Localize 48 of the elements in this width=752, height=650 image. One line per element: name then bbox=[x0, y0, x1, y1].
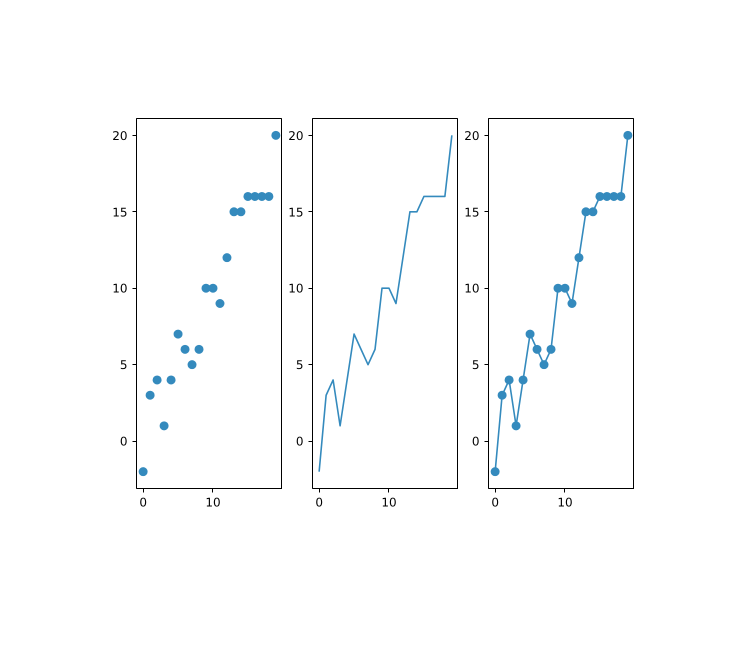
y-tick-label: 10 bbox=[288, 282, 304, 296]
y-tick-label: 15 bbox=[112, 205, 128, 220]
point bbox=[623, 130, 632, 140]
point bbox=[504, 375, 514, 384]
x-tick-label: 0 bbox=[139, 496, 147, 510]
point bbox=[512, 421, 521, 430]
x-tick-label: 10 bbox=[205, 496, 221, 510]
y-tick-label: 15 bbox=[288, 205, 304, 220]
x-tick-label: 0 bbox=[491, 496, 499, 510]
point bbox=[540, 360, 549, 370]
line-series bbox=[318, 134, 453, 472]
point bbox=[222, 253, 232, 262]
point bbox=[490, 467, 500, 476]
point bbox=[526, 330, 535, 339]
point bbox=[188, 360, 197, 370]
point bbox=[138, 467, 148, 476]
point bbox=[146, 390, 155, 400]
x-tick-label: 10 bbox=[557, 496, 573, 510]
point bbox=[215, 299, 224, 308]
y-tick-label: 0 bbox=[120, 434, 128, 449]
point bbox=[194, 344, 204, 354]
x-tick-label: 0 bbox=[315, 496, 323, 510]
y-tick-label: 20 bbox=[288, 128, 304, 143]
y-tick-label: 5 bbox=[472, 358, 480, 372]
y-tick-label: 0 bbox=[472, 434, 480, 449]
point bbox=[498, 390, 507, 400]
y-tick-label: 0 bbox=[296, 434, 304, 449]
point bbox=[166, 375, 176, 384]
point bbox=[532, 344, 542, 354]
y-tick-label: 10 bbox=[112, 282, 128, 296]
x-tick-label: 10 bbox=[381, 496, 397, 510]
y-tick-label: 15 bbox=[464, 205, 480, 220]
point bbox=[174, 330, 183, 339]
y-tick-label: 10 bbox=[464, 282, 480, 296]
y-tick-label: 20 bbox=[464, 128, 480, 143]
point bbox=[546, 344, 556, 354]
point bbox=[567, 299, 576, 308]
y-tick-label: 5 bbox=[296, 358, 304, 372]
point bbox=[518, 375, 528, 384]
point bbox=[264, 192, 274, 201]
point bbox=[574, 253, 584, 262]
point bbox=[180, 344, 190, 354]
y-tick-label: 20 bbox=[112, 128, 128, 143]
point bbox=[152, 375, 162, 384]
y-tick-label: 5 bbox=[120, 358, 128, 372]
point bbox=[160, 421, 169, 430]
point bbox=[616, 192, 626, 201]
point bbox=[271, 130, 280, 140]
